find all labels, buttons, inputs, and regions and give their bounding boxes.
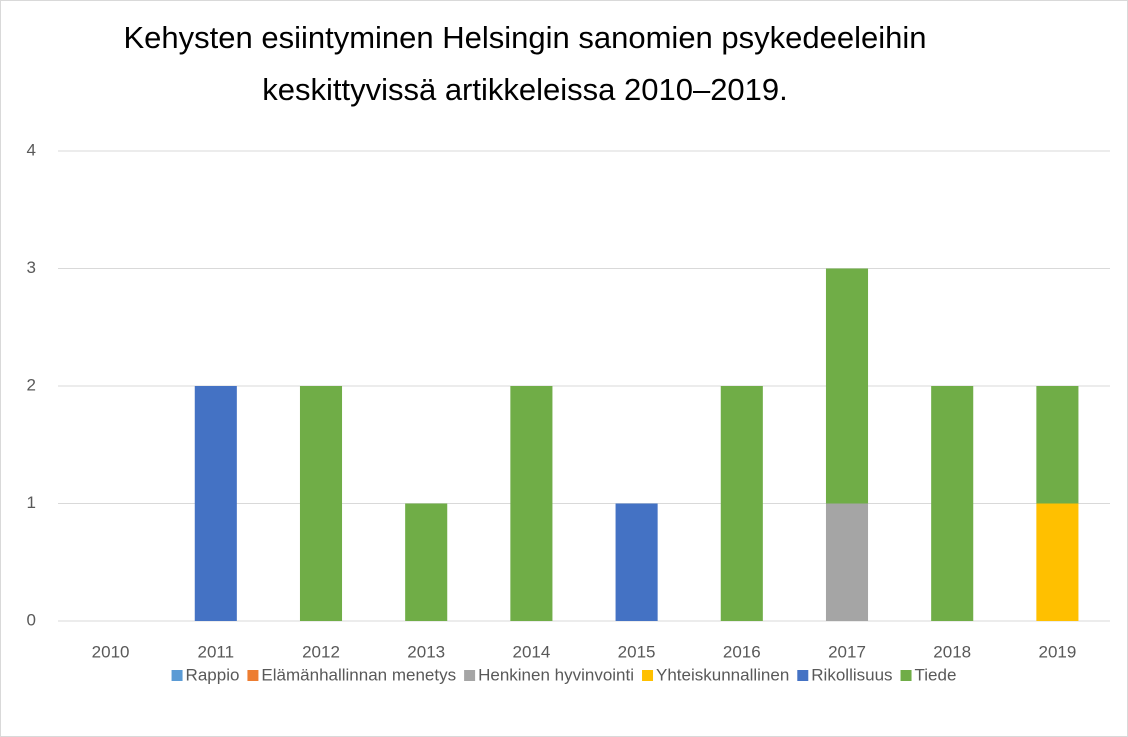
- x-tick-label: 2013: [407, 642, 445, 661]
- legend-swatch: [171, 670, 183, 681]
- y-tick-label: 2: [27, 375, 36, 394]
- legend-swatch: [900, 670, 912, 681]
- y-tick-label: 0: [27, 610, 36, 629]
- x-tick-label: 2014: [512, 642, 550, 661]
- legend-label: Rikollisuus: [811, 665, 892, 684]
- legend-swatch: [247, 670, 259, 681]
- x-tick-label: 2010: [92, 642, 130, 661]
- bar-segment: [299, 386, 343, 621]
- chart-title: keskittyvissä artikkeleissa 2010–2019.: [262, 72, 788, 107]
- bar-segment: [825, 503, 869, 621]
- legend-label: Tiede: [915, 665, 957, 684]
- legend-swatch: [464, 670, 476, 681]
- x-tick-label: 2018: [933, 642, 971, 661]
- bar-segment: [720, 386, 763, 621]
- legend-swatch: [797, 670, 809, 681]
- legend-label: Rappio: [186, 665, 240, 684]
- bar-segment: [615, 503, 658, 621]
- bar-segment: [194, 386, 237, 621]
- x-tick-label: 2019: [1038, 642, 1076, 661]
- legend-label: Yhteiskunnallinen: [656, 665, 789, 684]
- bar-segment: [1036, 386, 1079, 504]
- legend-label: Elämänhallinnan menetys: [261, 665, 456, 684]
- legend-label: Henkinen hyvinvointi: [478, 665, 634, 684]
- bar-segment: [405, 503, 448, 621]
- bar-segment: [1036, 503, 1079, 621]
- bar-segment: [931, 386, 974, 621]
- x-tick-label: 2017: [828, 642, 866, 661]
- x-tick-label: 2011: [198, 642, 235, 661]
- x-tick-label: 2015: [618, 642, 656, 661]
- x-tick-label: 2016: [723, 642, 761, 661]
- bar-segment: [510, 386, 553, 621]
- x-tick-label: 2012: [302, 642, 340, 661]
- y-tick-label: 4: [27, 140, 36, 159]
- y-tick-label: 1: [27, 493, 36, 512]
- legend-swatch: [642, 670, 654, 681]
- chart-title: Kehysten esiintyminen Helsingin sanomien…: [123, 20, 926, 55]
- y-tick-label: 3: [27, 258, 36, 277]
- bar-segment: [825, 268, 869, 504]
